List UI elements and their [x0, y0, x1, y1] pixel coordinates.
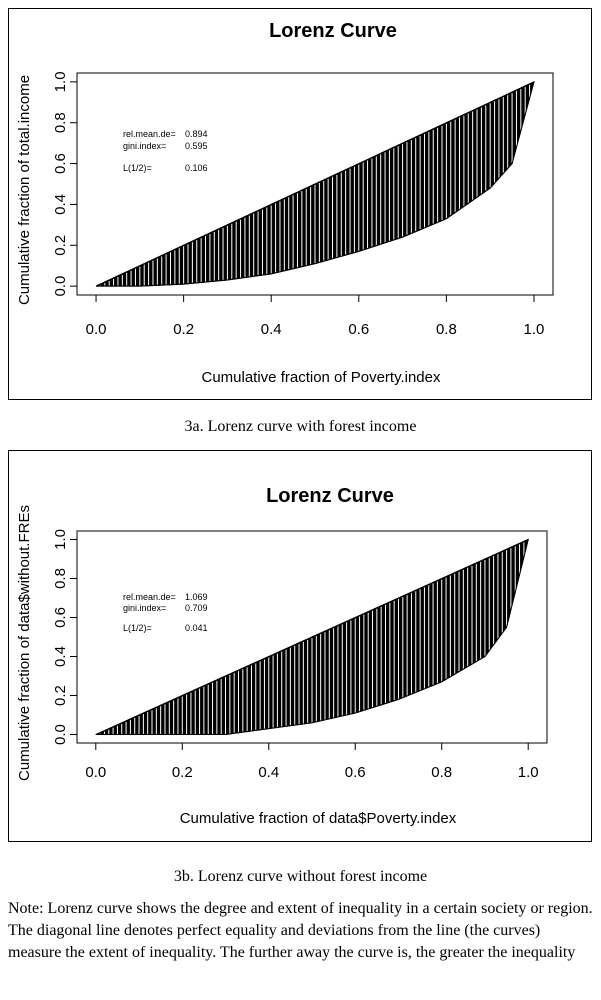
- annotation-value: 1.069: [185, 592, 208, 602]
- y-tick-label: 0.6: [52, 607, 69, 628]
- lorenz-chart-a-svg: Lorenz Curve 0.0 0.2 0.4 0.6 0.8 1.0 0.0 0.2 0.4 0…: [16, 20, 554, 386]
- y-axis-label: Cumulative fraction of data$without.FREs: [16, 505, 33, 781]
- annotation-value: 0.041: [185, 623, 208, 633]
- lorenz-chart-a: Lorenz Curve 0.0 0.2 0.4 0.6 0.8 1.0 0.0 0.2 0.4 0…: [8, 8, 592, 400]
- annotation-value: 0.595: [185, 141, 208, 151]
- hatch-lines: [99, 84, 531, 286]
- y-tick-label: 0.6: [52, 153, 69, 174]
- lorenz-curve: [95, 539, 529, 736]
- annotation-label: gini.index=: [123, 141, 166, 151]
- annotation-label: L(1/2)=: [123, 623, 152, 633]
- y-tick-label: 0.4: [52, 194, 69, 215]
- chart-title: Lorenz Curve: [266, 485, 394, 507]
- y-tick-label: 0.2: [52, 235, 69, 256]
- annotation-label: rel.mean.de=: [123, 129, 176, 139]
- x-tick-label: 0.2: [173, 321, 194, 338]
- x-axis-label: Cumulative fraction of Poverty.index: [202, 369, 441, 386]
- x-tick-label: 0.0: [86, 321, 107, 338]
- hatch-lines: [99, 542, 525, 735]
- caption-a: 3a. Lorenz curve with forest income: [184, 418, 417, 435]
- annotation-label: gini.index=: [123, 603, 166, 613]
- x-tick-label: 0.0: [85, 764, 106, 781]
- y-tick-label: 0.8: [52, 112, 69, 133]
- annotation-value: 0.709: [185, 603, 208, 613]
- annotation-value: 0.894: [185, 129, 208, 139]
- x-tick-label: 0.4: [258, 764, 279, 781]
- x-tick-label: 0.6: [345, 764, 366, 781]
- y-tick-label: 0.0: [52, 724, 69, 745]
- y-tick-label: 1.0: [52, 71, 69, 92]
- x-tick-label: 0.6: [348, 321, 369, 338]
- y-axis-label: Cumulative fraction of total.income: [16, 75, 33, 305]
- equality-line: [95, 539, 529, 735]
- y-tick-label: 0.8: [52, 568, 69, 589]
- lorenz-curve: [96, 81, 535, 287]
- annotation-label: L(1/2)=: [123, 163, 152, 173]
- equality-line: [95, 81, 535, 287]
- chart-title: Lorenz Curve: [269, 20, 397, 42]
- x-tick-label: 1.0: [518, 764, 539, 781]
- y-tick-label: 0.4: [52, 646, 69, 667]
- x-tick-label: 0.4: [261, 321, 282, 338]
- annotation-label: rel.mean.de=: [123, 592, 176, 602]
- y-tick-label: 1.0: [52, 529, 69, 550]
- lorenz-chart-b: Lorenz Curve 0.0 0.2 0.4 0.6 0.8 1.0 0.0 0.2 0.4 0…: [8, 450, 592, 842]
- y-tick-label: 0.2: [52, 685, 69, 706]
- annotation-value: 0.106: [185, 163, 208, 173]
- lorenz-chart-b-svg: Lorenz Curve 0.0 0.2 0.4 0.6 0.8 1.0 0.0 0.2 0.4 0…: [16, 485, 548, 827]
- plot-frame: [76, 530, 548, 744]
- note-text: Note: Lorenz curve shows the degree and …: [8, 900, 593, 961]
- x-tick-label: 0.8: [431, 764, 452, 781]
- caption-b: 3b. Lorenz curve without forest income: [173, 868, 428, 885]
- y-tick-label: 0.0: [52, 276, 69, 297]
- x-axis-label: Cumulative fraction of data$Poverty.inde…: [180, 810, 457, 827]
- x-tick-label: 1.0: [524, 321, 545, 338]
- x-tick-label: 0.2: [172, 764, 193, 781]
- x-tick-label: 0.8: [436, 321, 457, 338]
- plot-frame: [76, 72, 554, 296]
